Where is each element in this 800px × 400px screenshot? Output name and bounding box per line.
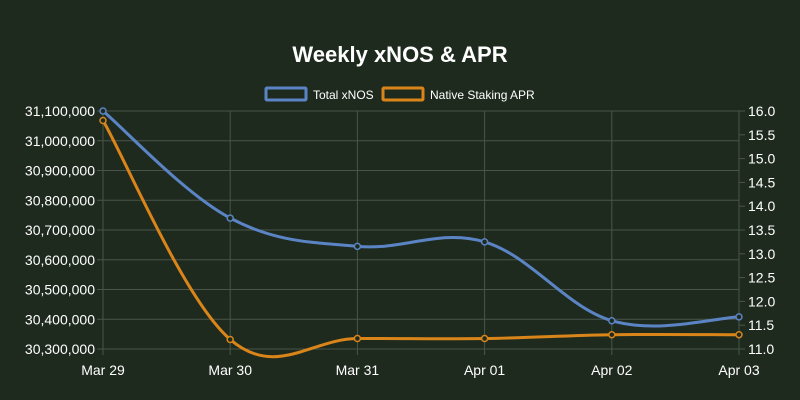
right-tick-label: 12.0 [748, 293, 775, 309]
legend-swatch-native-staking-apr[interactable] [381, 86, 425, 102]
series-line-total-xnos [101, 109, 741, 328]
x-axis: Mar 29 Mar 30 Mar 31 Apr 01 Apr 02 Apr 03 [81, 362, 760, 378]
series-total-xnos [99, 107, 743, 328]
data-point-total-xnos[interactable] [480, 238, 489, 246]
chart-title: Weekly xNOS & APR [292, 42, 507, 67]
right-tick-label: 11.0 [748, 341, 774, 357]
series-native-staking-apr [99, 116, 743, 359]
right-tick-label: 13.5 [748, 222, 775, 238]
data-point-native-staking-apr[interactable] [226, 335, 234, 344]
series-line-native-staking-apr [101, 119, 741, 359]
left-y-axis: 31,100,000 31,000,000 30,900,000 30,800,000… [25, 103, 95, 357]
left-tick-label: 30,400,000 [25, 311, 95, 327]
x-tick-label: Mar 29 [81, 362, 125, 378]
data-point-total-xnos[interactable] [735, 313, 743, 321]
x-tick-label: Apr 01 [464, 362, 505, 378]
left-tick-label: 30,700,000 [25, 222, 95, 238]
x-tick-label: Apr 02 [591, 362, 632, 378]
right-tick-label: 13.0 [748, 246, 775, 262]
data-point-native-staking-apr[interactable] [353, 334, 362, 343]
right-tick-label: 16.0 [748, 103, 775, 119]
data-point-total-xnos[interactable] [608, 316, 616, 325]
legend-label-total-xnos[interactable]: Total xNOS [313, 88, 374, 102]
legend-label-native-staking-apr[interactable]: Native Staking APR [430, 88, 535, 102]
legend: Total xNOS Native Staking APR [264, 86, 535, 102]
data-point-native-staking-apr[interactable] [99, 116, 107, 125]
data-point-native-staking-apr[interactable] [735, 330, 743, 339]
left-tick-label: 30,300,000 [25, 341, 95, 357]
left-tick-label: 30,500,000 [25, 282, 95, 298]
gridlines [97, 110, 745, 355]
x-tick-label: Mar 31 [336, 362, 380, 378]
data-point-total-xnos[interactable] [353, 242, 362, 251]
right-tick-label: 14.0 [748, 198, 775, 214]
right-tick-label: 14.5 [748, 174, 775, 190]
left-tick-label: 30,800,000 [25, 192, 95, 208]
x-tick-label: Apr 03 [718, 362, 759, 378]
data-point-total-xnos[interactable] [99, 107, 107, 115]
right-tick-label: 12.5 [748, 270, 775, 286]
left-tick-label: 30,600,000 [25, 252, 95, 268]
data-point-native-staking-apr[interactable] [480, 334, 489, 343]
right-tick-label: 15.5 [748, 127, 775, 143]
right-tick-label: 11.5 [748, 317, 774, 333]
data-point-native-staking-apr[interactable] [608, 330, 616, 339]
right-tick-label: 15.0 [748, 151, 775, 167]
left-tick-label: 31,000,000 [25, 133, 95, 149]
data-point-total-xnos[interactable] [226, 214, 234, 222]
series-layer [99, 107, 743, 359]
right-y-axis: 16.0 15.5 15.0 14.5 14.0 13.5 13.0 12.5 12.0 11.5… [748, 103, 775, 357]
x-tick-label: Mar 30 [208, 362, 252, 378]
legend-swatch-total-xnos[interactable] [264, 86, 308, 102]
left-tick-label: 30,900,000 [25, 163, 95, 179]
left-tick-label: 31,100,000 [25, 103, 95, 119]
